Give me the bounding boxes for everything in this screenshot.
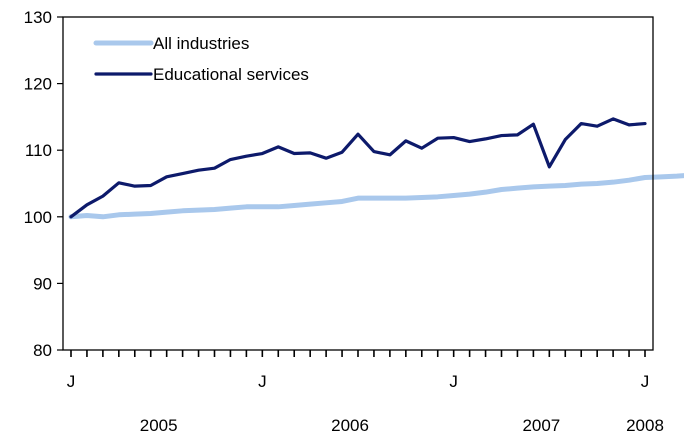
y-tick-label: 130 [24, 8, 52, 27]
legend-label: All industries [153, 34, 249, 53]
x-month-label: J [449, 372, 458, 391]
y-tick-label: 80 [33, 341, 52, 360]
series-layer [68, 117, 684, 220]
x-year-label: 2006 [331, 416, 369, 435]
x-axis: J J J J 2005 2006 2007 2008 [67, 350, 664, 435]
y-tick-label: 100 [24, 208, 52, 227]
x-year-label: 2007 [522, 416, 560, 435]
y-tick-label: 120 [24, 75, 52, 94]
legend-label: Educational services [153, 65, 309, 84]
plot-border [62, 16, 654, 351]
x-year-label: 2008 [626, 416, 664, 435]
series-line-all-industries [68, 173, 684, 220]
x-year-label: 2005 [140, 416, 178, 435]
x-month-label: J [67, 372, 76, 391]
y-tick-label: 90 [33, 274, 52, 293]
plot-frame [62, 16, 654, 351]
x-month-label: J [258, 372, 267, 391]
series-line-educational-services [69, 117, 647, 219]
legend: All industries Educational services [93, 34, 309, 84]
y-tick-label: 110 [25, 141, 52, 160]
x-month-label: J [641, 372, 650, 391]
y-axis: 80 90 100 110 120 130 [24, 8, 63, 360]
